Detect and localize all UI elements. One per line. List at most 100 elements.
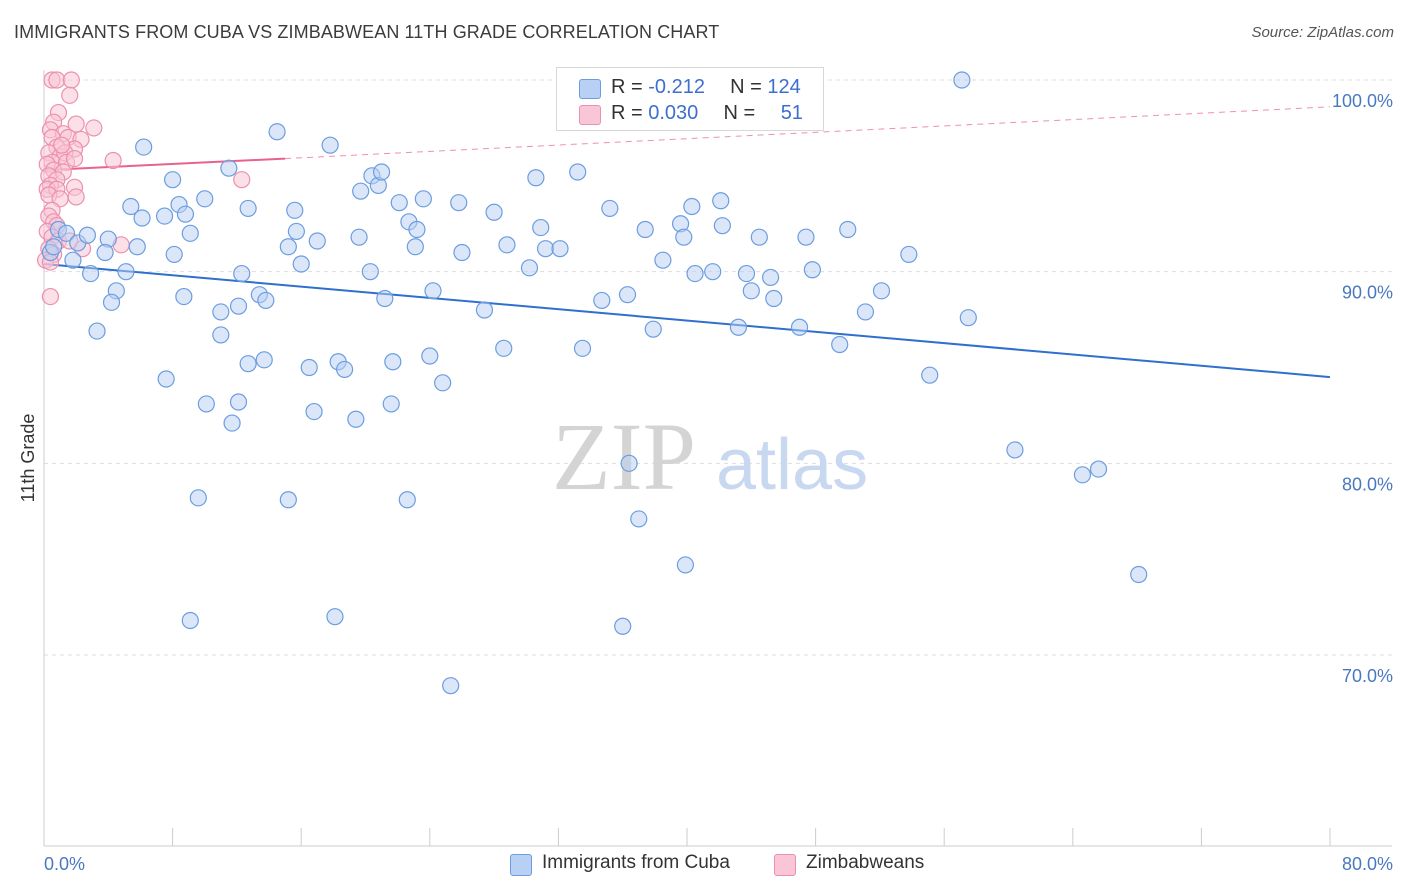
cuba-point	[551, 240, 569, 258]
cuba-point	[1073, 466, 1092, 484]
cuba-point	[223, 414, 241, 432]
cuba-point	[286, 201, 304, 219]
x-tick-label-min: 0.0%	[44, 854, 85, 874]
zim-r-value: 0.030	[648, 102, 699, 124]
cuba-point	[839, 220, 857, 239]
cuba-swatch	[579, 79, 601, 99]
cuba-point	[729, 318, 748, 336]
cuba-point	[1130, 565, 1148, 584]
legend-cuba-swatch	[510, 854, 532, 876]
cuba-point	[424, 282, 442, 300]
cuba-point	[900, 245, 918, 264]
cuba-point	[495, 339, 513, 357]
cuba-point	[921, 366, 939, 384]
y-tick-label-80: 80.0%	[1342, 474, 1393, 494]
y-tick-label-70: 70.0%	[1342, 666, 1393, 686]
cuba-point	[305, 402, 323, 421]
cuba-point	[181, 224, 199, 242]
cuba-point	[803, 261, 821, 279]
y-tick-label-90: 90.0%	[1342, 283, 1393, 303]
zim-n-value: 51	[780, 102, 803, 124]
cuba-point	[450, 194, 468, 212]
legend-zim-label: Zimbabweans	[806, 852, 925, 873]
cuba-point	[765, 289, 783, 308]
zim-point	[104, 151, 122, 170]
cuba-point	[644, 320, 662, 338]
cuba-n-label: N =	[730, 76, 762, 98]
cuba-point	[197, 395, 215, 413]
cuba-point	[1006, 441, 1024, 459]
cuba-point	[212, 303, 230, 321]
watermark-atlas: atlas	[716, 425, 868, 505]
cuba-points	[41, 71, 1148, 695]
legend-cuba-label: Immigrants from Cuba	[542, 852, 730, 873]
cuba-point	[96, 243, 114, 262]
cuba-point	[1089, 460, 1108, 478]
cuba-point	[618, 286, 637, 304]
cuba-point	[181, 611, 199, 630]
cuba-point	[122, 197, 140, 216]
cuba-point	[434, 374, 452, 392]
cuba-point	[630, 510, 648, 528]
tick-labels: 70.0% 80.0% 90.0% 100.0% 0.0% 80.0%	[44, 91, 1393, 874]
cuba-point	[683, 197, 701, 216]
cuba-point	[220, 159, 238, 177]
cuba-point	[347, 410, 365, 428]
cuba-point	[620, 454, 638, 472]
cuba-point	[57, 224, 76, 242]
zim-point	[67, 115, 85, 133]
zim-r-label: R =	[611, 102, 643, 124]
cuba-point	[959, 309, 977, 327]
zimbabwe-points	[37, 71, 251, 306]
cuba-point	[536, 240, 555, 258]
cuba-point	[636, 220, 654, 239]
cuba-point	[593, 291, 611, 310]
cuba-point	[520, 259, 539, 277]
zim-trend-line	[43, 157, 286, 172]
cuba-point	[133, 209, 151, 227]
cuba-point	[78, 226, 97, 244]
cuba-point	[279, 238, 297, 256]
cuba-point	[831, 335, 849, 354]
cuba-point	[287, 222, 305, 241]
cuba-point	[308, 232, 326, 250]
cuba-point	[532, 218, 550, 237]
cuba-point	[790, 318, 809, 336]
cuba-point	[157, 370, 175, 388]
cuba-point	[257, 291, 275, 310]
cuba-point	[382, 395, 400, 413]
cuba-point	[453, 243, 471, 262]
cuba-point	[573, 339, 592, 357]
zim-swatch	[579, 105, 601, 125]
cuba-point	[398, 491, 416, 509]
cuba-point	[713, 217, 731, 235]
trend-lines	[43, 106, 1331, 379]
cuba-point	[128, 238, 146, 256]
x-tick-label-max: 80.0%	[1342, 854, 1393, 874]
stats-legend: R = -0.212 N = 124 R = 0.030 N = 51	[556, 67, 824, 131]
cuba-point	[350, 228, 368, 246]
cuba-point	[326, 608, 344, 626]
cuba-point	[856, 303, 875, 321]
cuba-point	[165, 245, 183, 264]
cuba-point	[712, 192, 730, 210]
cuba-point	[64, 251, 82, 269]
zim-point	[85, 119, 103, 137]
cuba-point	[196, 190, 214, 208]
cuba-point	[737, 264, 756, 283]
cuba-point	[88, 322, 106, 340]
y-tick-label-100: 100.0%	[1332, 91, 1393, 111]
cuba-point	[421, 347, 439, 365]
cuba-point	[255, 351, 273, 369]
cuba-point	[406, 238, 424, 256]
cuba-point	[102, 293, 121, 311]
cuba-point	[485, 203, 503, 221]
cuba-point	[414, 190, 432, 208]
cuba-point	[676, 556, 694, 574]
y-axis-label: 11th Grade	[18, 414, 38, 503]
cuba-point	[475, 301, 494, 319]
zim-point	[48, 71, 66, 89]
cuba-trend-line	[43, 263, 1331, 379]
cuba-point	[82, 264, 100, 283]
